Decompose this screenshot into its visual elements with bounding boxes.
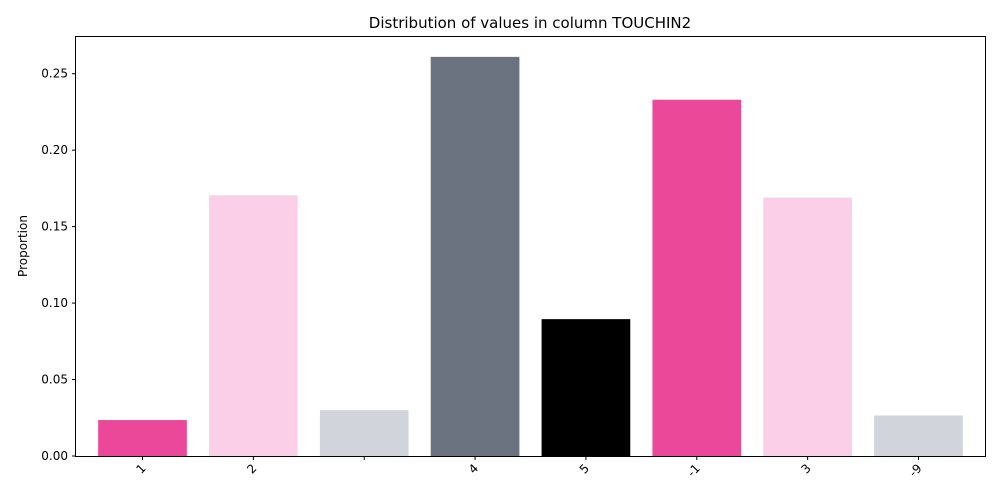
y-tick-label: 0.20 — [41, 143, 68, 157]
plot-frame — [75, 36, 986, 457]
bar-7 — [763, 197, 852, 456]
bar-1 — [98, 420, 187, 456]
x-tick-label: 5 — [577, 461, 592, 476]
y-axis-label: Proportion — [16, 215, 30, 277]
x-axis-ticks: 1 2 4 5 -1 3 -9 — [133, 456, 925, 480]
x-tick-label: -1 — [685, 461, 703, 479]
y-axis-ticks: 0.00 0.05 0.10 0.15 0.20 0.25 — [41, 67, 76, 463]
y-tick-label: 0.05 — [41, 373, 68, 387]
y-tick-label: 0.25 — [41, 67, 68, 81]
x-tick-label: 1 — [133, 461, 148, 476]
bar-2 — [209, 195, 298, 456]
bars-group — [98, 56, 963, 456]
bar-5 — [541, 319, 631, 456]
bar-4 — [430, 56, 520, 456]
bar-8 — [874, 415, 963, 456]
y-tick-label: 0.00 — [41, 449, 68, 463]
x-tick-label: 3 — [798, 461, 813, 476]
x-tick-label: -9 — [906, 461, 924, 479]
x-tick-label: 4 — [466, 461, 481, 476]
y-tick-label: 0.10 — [41, 296, 68, 310]
x-tick-label: 2 — [244, 461, 259, 476]
y-tick-label: 0.15 — [41, 220, 68, 234]
bar-3 — [319, 410, 409, 456]
bar-6 — [652, 99, 742, 456]
chart-title: Distribution of values in column TOUCHIN… — [369, 14, 691, 32]
